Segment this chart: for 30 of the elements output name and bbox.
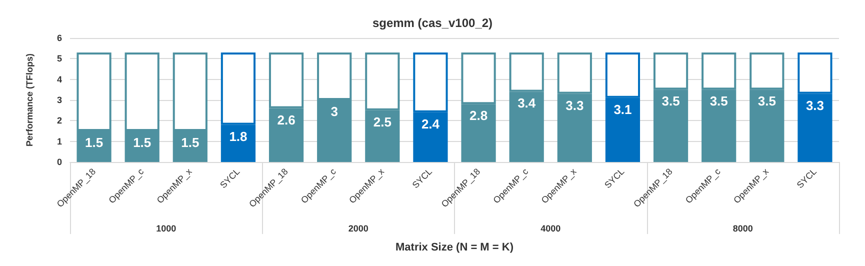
data-label: 3.4 — [518, 96, 536, 111]
data-label: 2.5 — [373, 114, 392, 130]
data-label: 1.8 — [229, 128, 248, 144]
data-label: 3 — [330, 104, 338, 119]
data-label: 1.5 — [181, 135, 200, 150]
data-label: 3.5 — [758, 94, 776, 109]
data-label: 2.8 — [469, 108, 488, 124]
y-tick-label: 1 — [56, 136, 62, 146]
data-label: 3.3 — [806, 98, 824, 113]
text: 8000 — [732, 224, 753, 234]
y-tick-label: 3 — [56, 95, 62, 105]
y-tick-label: 6 — [56, 33, 62, 43]
text: 2000 — [348, 224, 368, 234]
data-label: 2.6 — [277, 112, 296, 128]
data-label: 1.5 — [133, 135, 152, 150]
data-label: 2.4 — [421, 116, 440, 132]
data-label: 3.5 — [662, 94, 680, 109]
text: 1000 — [156, 224, 176, 234]
y-tick-label: 4 — [56, 74, 62, 84]
data-label: 3.3 — [566, 98, 584, 113]
data-label: 3.1 — [614, 102, 632, 117]
y-tick-label: 0 — [56, 157, 62, 167]
y-axis-title: Performance (TFlops) — [24, 53, 34, 147]
data-label: 1.5 — [84, 135, 104, 150]
chart-title: sgemm (cas_v100_2) — [372, 16, 493, 30]
y-tick-label: 2 — [56, 116, 62, 126]
text: 4000 — [540, 224, 561, 234]
data-label: 3.5 — [710, 94, 728, 109]
x-axis-title: Matrix Size (N = M = K) — [396, 242, 514, 254]
y-tick-label: 5 — [56, 54, 62, 64]
